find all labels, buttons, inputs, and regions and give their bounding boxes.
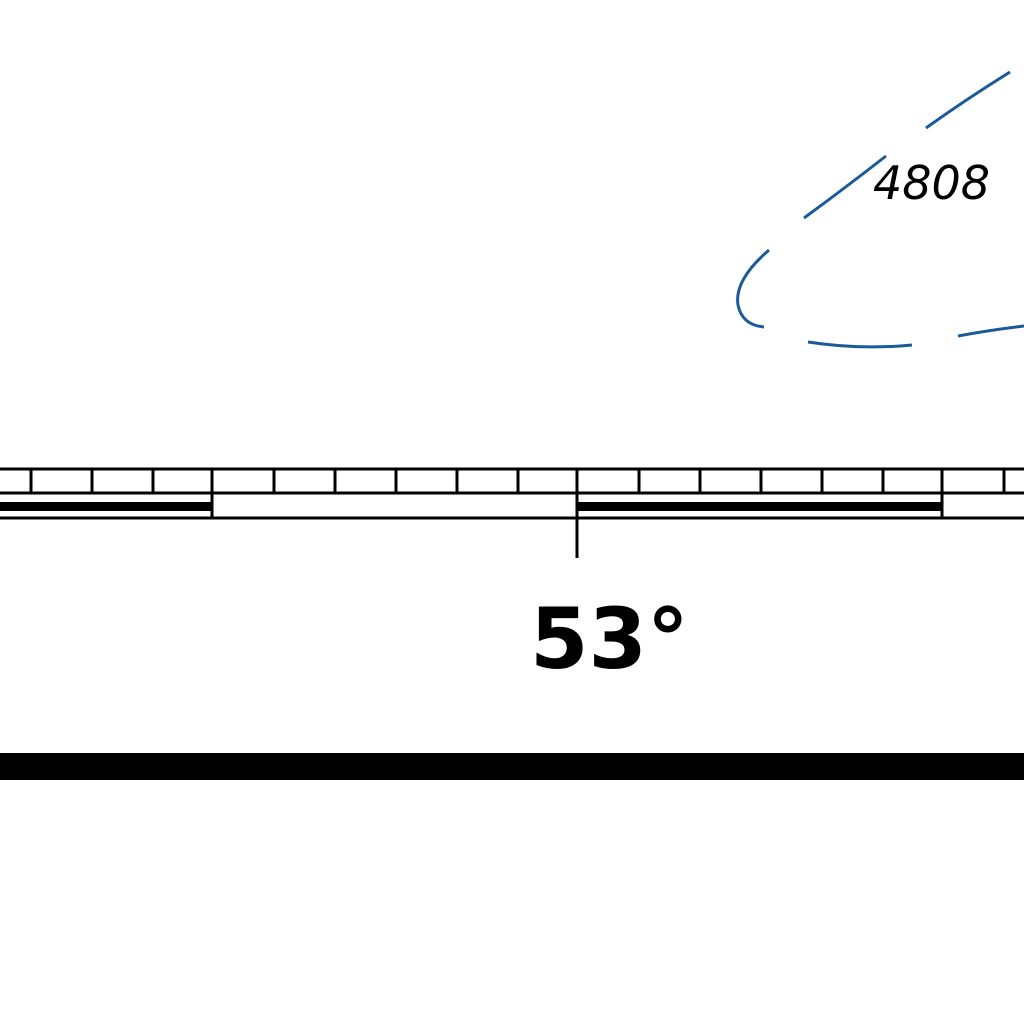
contour-segment bbox=[736, 248, 770, 329]
contour-segment bbox=[803, 154, 887, 220]
contour-segment bbox=[807, 340, 913, 349]
bottom-neatline bbox=[0, 753, 1024, 780]
border-fill-segment bbox=[577, 502, 942, 511]
contour-segment bbox=[957, 324, 1024, 338]
latitude-label: 53° bbox=[530, 590, 689, 688]
graduated-border bbox=[0, 467, 1024, 520]
contour-segment bbox=[925, 70, 1011, 130]
depth-contour bbox=[736, 70, 1024, 349]
contour-depth-label: 4808 bbox=[873, 156, 990, 210]
border-fill-segment bbox=[0, 502, 212, 511]
